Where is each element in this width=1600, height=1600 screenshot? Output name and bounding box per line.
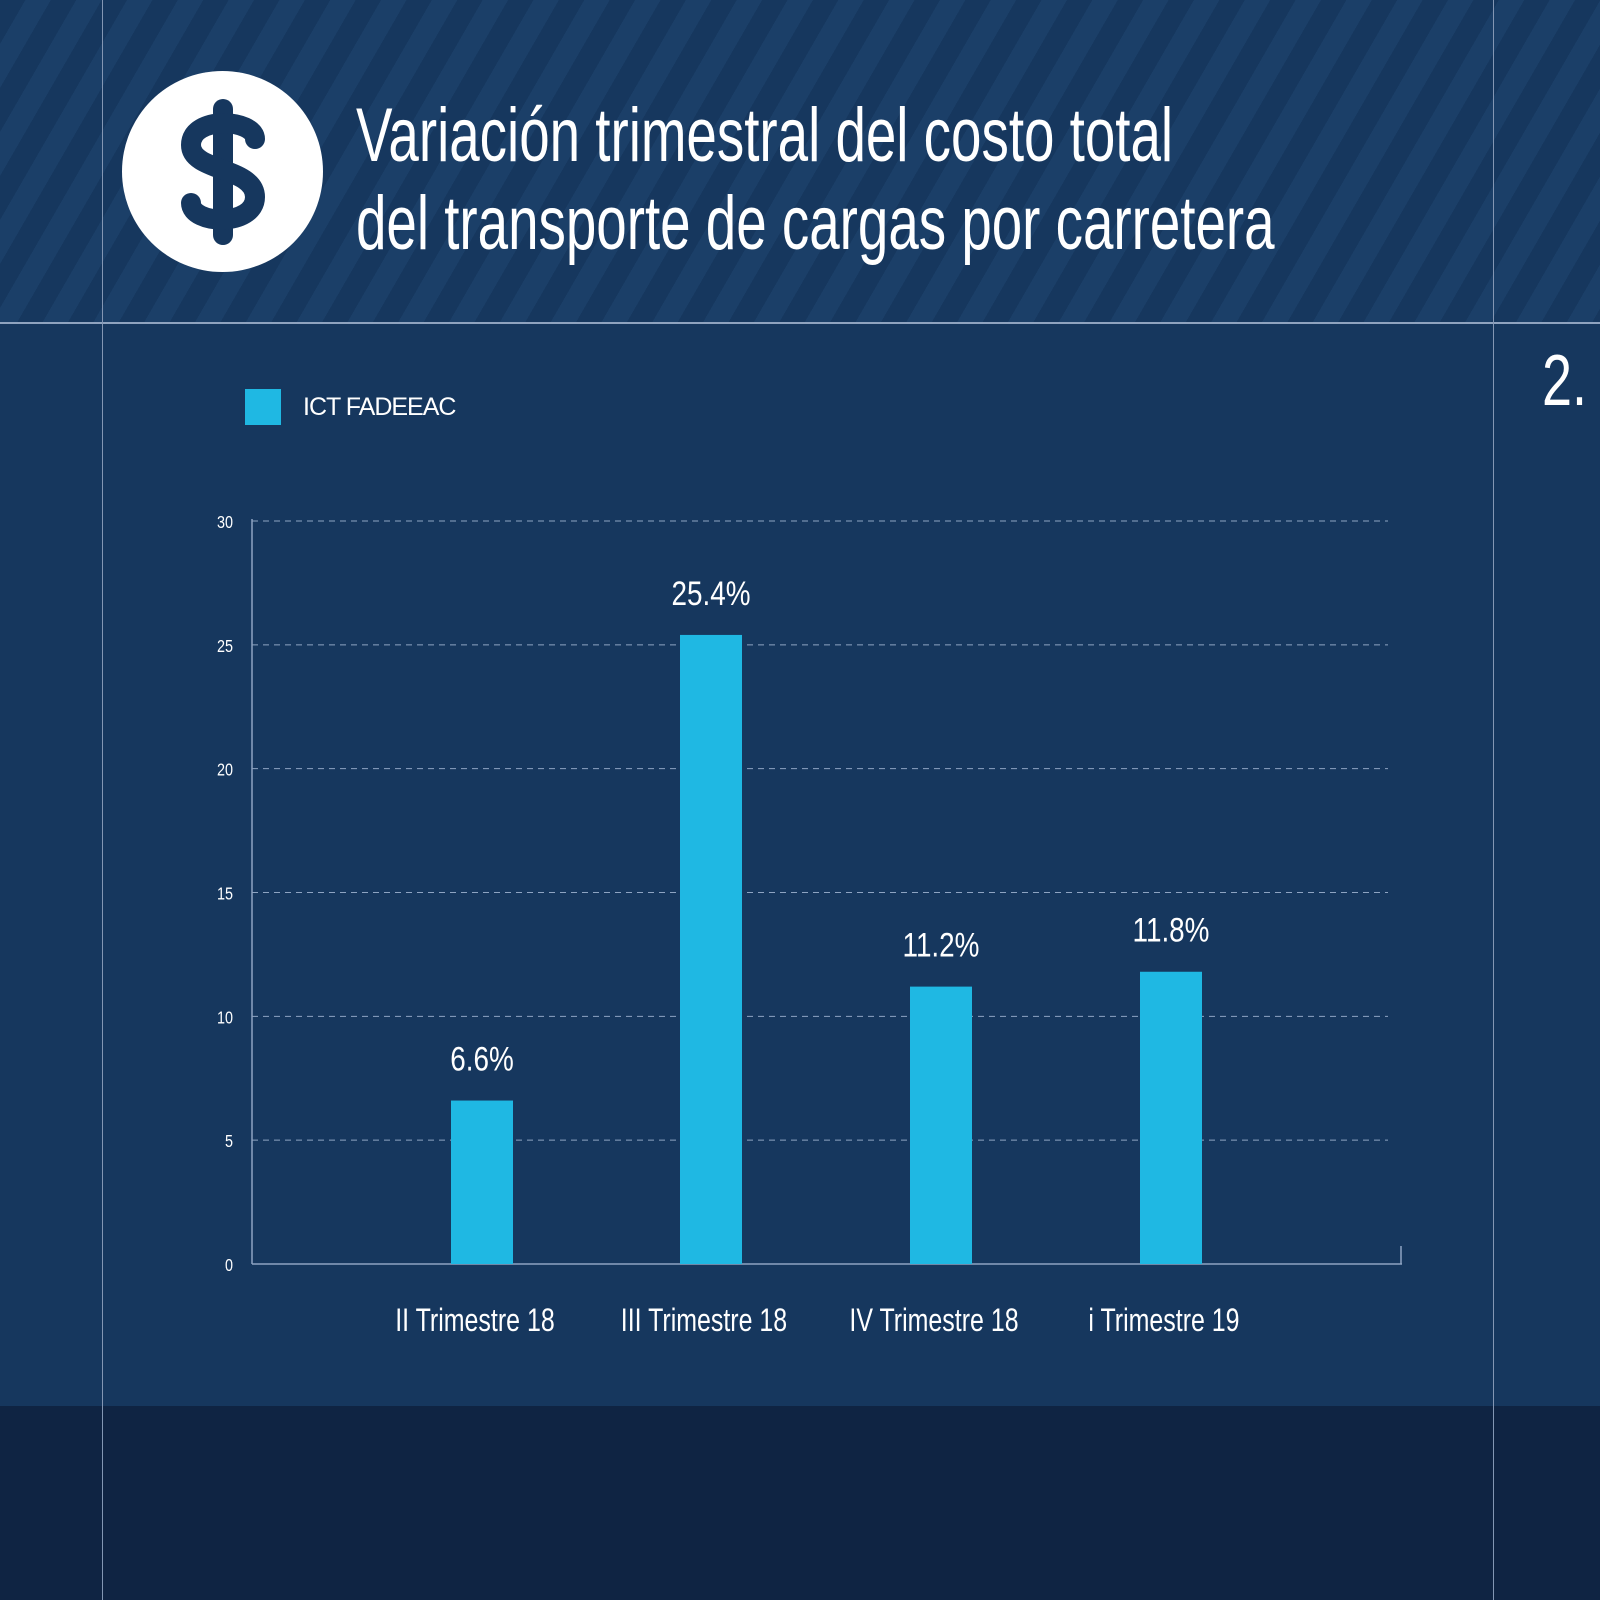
bar — [451, 1100, 513, 1264]
guide-line-right — [1493, 0, 1494, 1600]
legend: ICT FADEEAC — [245, 389, 456, 425]
x-tick-label: IV Trimestre 18 — [849, 1303, 1018, 1339]
footer-band — [0, 1406, 1600, 1600]
guide-line-left — [102, 0, 103, 1600]
y-tick-label: 5 — [225, 1132, 233, 1152]
title-line-1: Variación trimestral del costo total — [356, 93, 1174, 178]
data-label: 25.4% — [671, 574, 750, 612]
data-label: 6.6% — [450, 1040, 514, 1078]
bar — [680, 634, 742, 1264]
title-line-2: del transporte de cargas por carretera — [356, 181, 1275, 266]
bar — [1140, 971, 1202, 1264]
y-tick-label: 0 — [225, 1256, 233, 1276]
y-tick-label: 30 — [217, 513, 233, 533]
x-tick-label: II Trimestre 18 — [395, 1303, 554, 1339]
page-number: 2. — [1542, 341, 1588, 421]
header-divider — [0, 322, 1600, 324]
y-tick-label: 15 — [217, 884, 233, 904]
legend-swatch — [245, 389, 281, 425]
y-tick-label: 25 — [217, 636, 233, 656]
x-tick-label: i Trimestre 19 — [1088, 1303, 1239, 1339]
dollar-sign-icon — [122, 71, 323, 272]
y-tick-label: 20 — [217, 760, 233, 780]
data-label: 11.2% — [903, 926, 980, 964]
chart-title: Variación trimestral del costo total del… — [356, 92, 1275, 268]
x-tick-label: III Trimestre 18 — [621, 1303, 787, 1339]
data-label: 11.8% — [1133, 911, 1210, 949]
legend-label: ICT FADEEAC — [303, 392, 456, 421]
y-tick-label: 10 — [217, 1008, 233, 1028]
bar — [910, 986, 972, 1264]
